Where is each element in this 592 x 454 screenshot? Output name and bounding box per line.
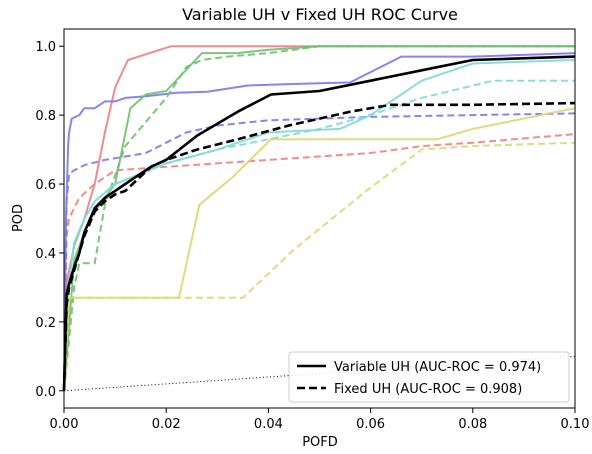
series-line-6 <box>63 59 576 391</box>
y-tick-label: 0.6 <box>35 178 56 193</box>
series-line-8 <box>63 107 576 391</box>
legend-box <box>288 351 570 403</box>
series-line-5 <box>63 45 575 391</box>
series-line-3 <box>63 112 576 391</box>
x-tick-label: 0.00 <box>50 417 79 432</box>
legend-label-fixed: Fixed UH (AUC-ROC = 0.908) <box>334 382 522 397</box>
x-axis-label: POFD <box>302 435 338 450</box>
y-tick-label: 0.0 <box>35 385 56 400</box>
x-tick-label: 0.04 <box>254 417 283 432</box>
series-line-9 <box>63 141 576 391</box>
axis-ticks: 0.00 0.02 0.04 0.06 0.08 0.10 0.0 0.2 0.4 0.6 0.8 1… <box>35 40 589 432</box>
plot-lines <box>62 45 576 392</box>
series-line-11 <box>62 101 576 391</box>
y-tick-label: 0.2 <box>35 316 56 331</box>
y-tick-label: 0.4 <box>35 247 56 262</box>
y-tick-label: 0.8 <box>35 109 56 124</box>
series-line-7 <box>63 79 575 391</box>
x-tick-label: 0.08 <box>458 417 487 432</box>
plot-frame <box>63 28 576 409</box>
series-line-10 <box>62 55 576 391</box>
series-line-4 <box>63 45 575 391</box>
x-tick-label: 0.06 <box>356 417 385 432</box>
y-tick-label: 1.0 <box>35 40 56 55</box>
chart-title: Variable UH v Fixed UH ROC Curve <box>182 5 458 24</box>
x-tick-label: 0.10 <box>561 417 590 432</box>
x-tick-label: 0.02 <box>152 417 181 432</box>
legend: Variable UH (AUC-ROC = 0.974) Fixed UH (… <box>288 351 570 403</box>
legend-label-variable: Variable UH (AUC-ROC = 0.974) <box>334 360 541 375</box>
series-line-2 <box>63 52 576 391</box>
series-line-1 <box>63 133 576 391</box>
y-axis-label: POD <box>11 204 26 232</box>
